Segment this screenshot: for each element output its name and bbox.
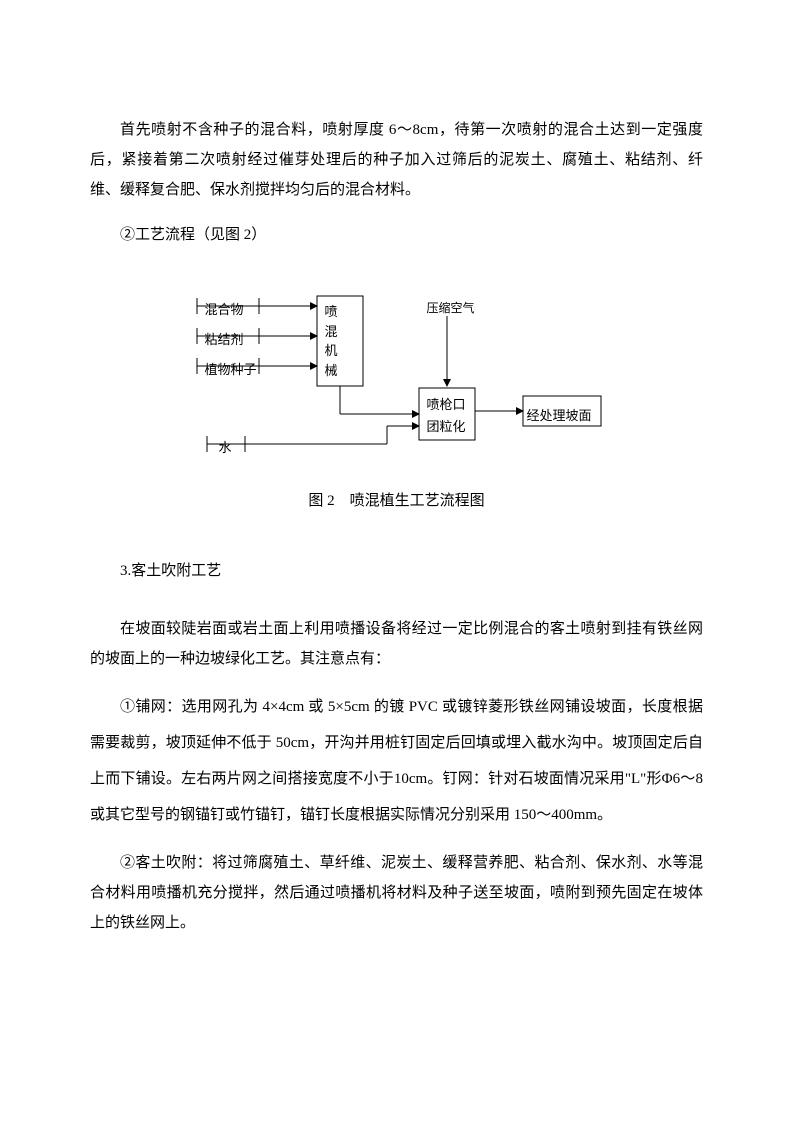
paragraph-3: 在坡面较陡岩面或岩土面上利用喷播设备将经过一定比例混合的客土喷射到挂有铁丝网的坡… xyxy=(90,614,703,674)
node-nozzle-label: 喷枪口团粒化 xyxy=(427,394,466,438)
paragraph-process-ref: ②工艺流程（见图 2） xyxy=(90,220,703,250)
node-seeds-label: 植物种子 xyxy=(205,357,257,383)
document-page: 首先喷射不含种子的混合料，喷射厚度 6～8cm，待第一次喷射的混合土达到一定强度… xyxy=(0,0,793,1012)
node-slope-label: 经处理坡面 xyxy=(527,403,592,429)
paragraph-5: ②客土吹附：将过筛腐殖土、草纤维、泥炭土、缓释营养肥、粘合剂、保水剂、水等混合材… xyxy=(90,848,703,938)
figure-2-caption: 图 2 喷混植生工艺流程图 xyxy=(90,486,703,516)
node-mixture-label: 混合物 xyxy=(205,297,244,323)
figure-2-flowchart: 混合物 粘结剂 植物种子 水 压缩空气 喷混机械 喷枪口团粒化 经处理坡面 xyxy=(187,286,607,476)
heading-3: 3.客土吹附工艺 xyxy=(90,556,703,586)
paragraph-4: ①铺网：选用网孔为 4×4cm 或 5×5cm 的镀 PVC 或镀锌菱形铁丝网铺… xyxy=(90,689,703,833)
node-air-label: 压缩空气 xyxy=(427,296,475,320)
node-water-label: 水 xyxy=(219,435,232,461)
paragraph-1: 首先喷射不含种子的混合料，喷射厚度 6～8cm，待第一次喷射的混合土达到一定强度… xyxy=(90,115,703,205)
node-binder-label: 粘结剂 xyxy=(205,327,244,353)
node-machine-label: 喷混机械 xyxy=(325,302,339,380)
